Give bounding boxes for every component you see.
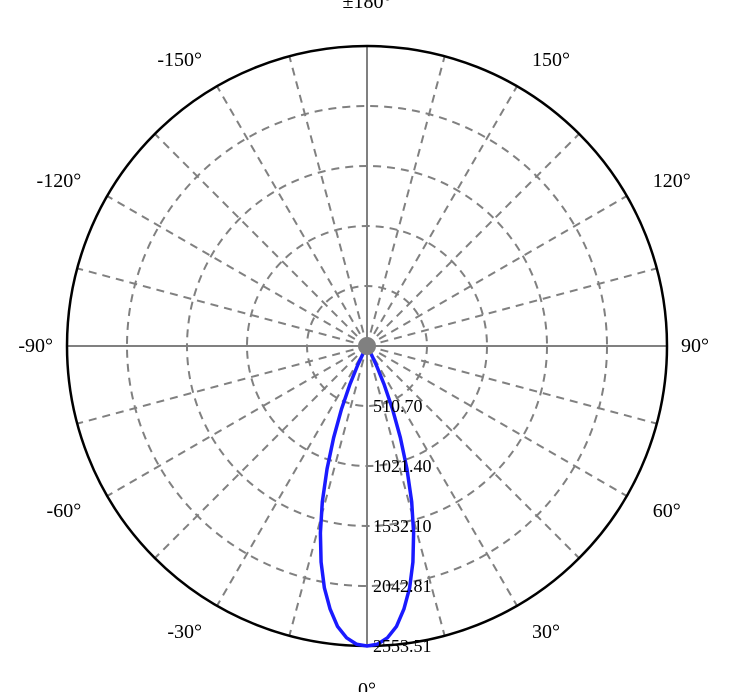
angle-label: 120° [653, 170, 691, 192]
angle-label: 90° [681, 335, 709, 357]
angle-label: -60° [47, 500, 82, 522]
angle-label: 60° [653, 500, 681, 522]
angle-label: -30° [167, 621, 202, 643]
angle-label: ±180° [343, 0, 392, 13]
radial-ring-label: 1532.10 [373, 516, 432, 536]
radial-ring-label: 1021.40 [373, 456, 432, 476]
polar-svg: 0° 30° 60° 90° 120° 150° ±180° -150° -120° -90° -6… [0, 0, 735, 692]
radial-ring-label: 2042.81 [373, 576, 432, 596]
polar-chart: 0° 30° 60° 90° 120° 150° ±180° -150° -120° -90° -6… [0, 0, 735, 692]
radial-ring-label: 2553.51 [373, 636, 432, 656]
angle-label: -90° [18, 335, 53, 357]
angle-label: 0° [358, 679, 376, 692]
radial-ring-label: 510.70 [373, 396, 423, 416]
angle-label: 30° [532, 621, 560, 643]
angle-label: -150° [157, 49, 202, 71]
angle-label: 150° [532, 49, 570, 71]
angle-label: -120° [37, 170, 82, 192]
